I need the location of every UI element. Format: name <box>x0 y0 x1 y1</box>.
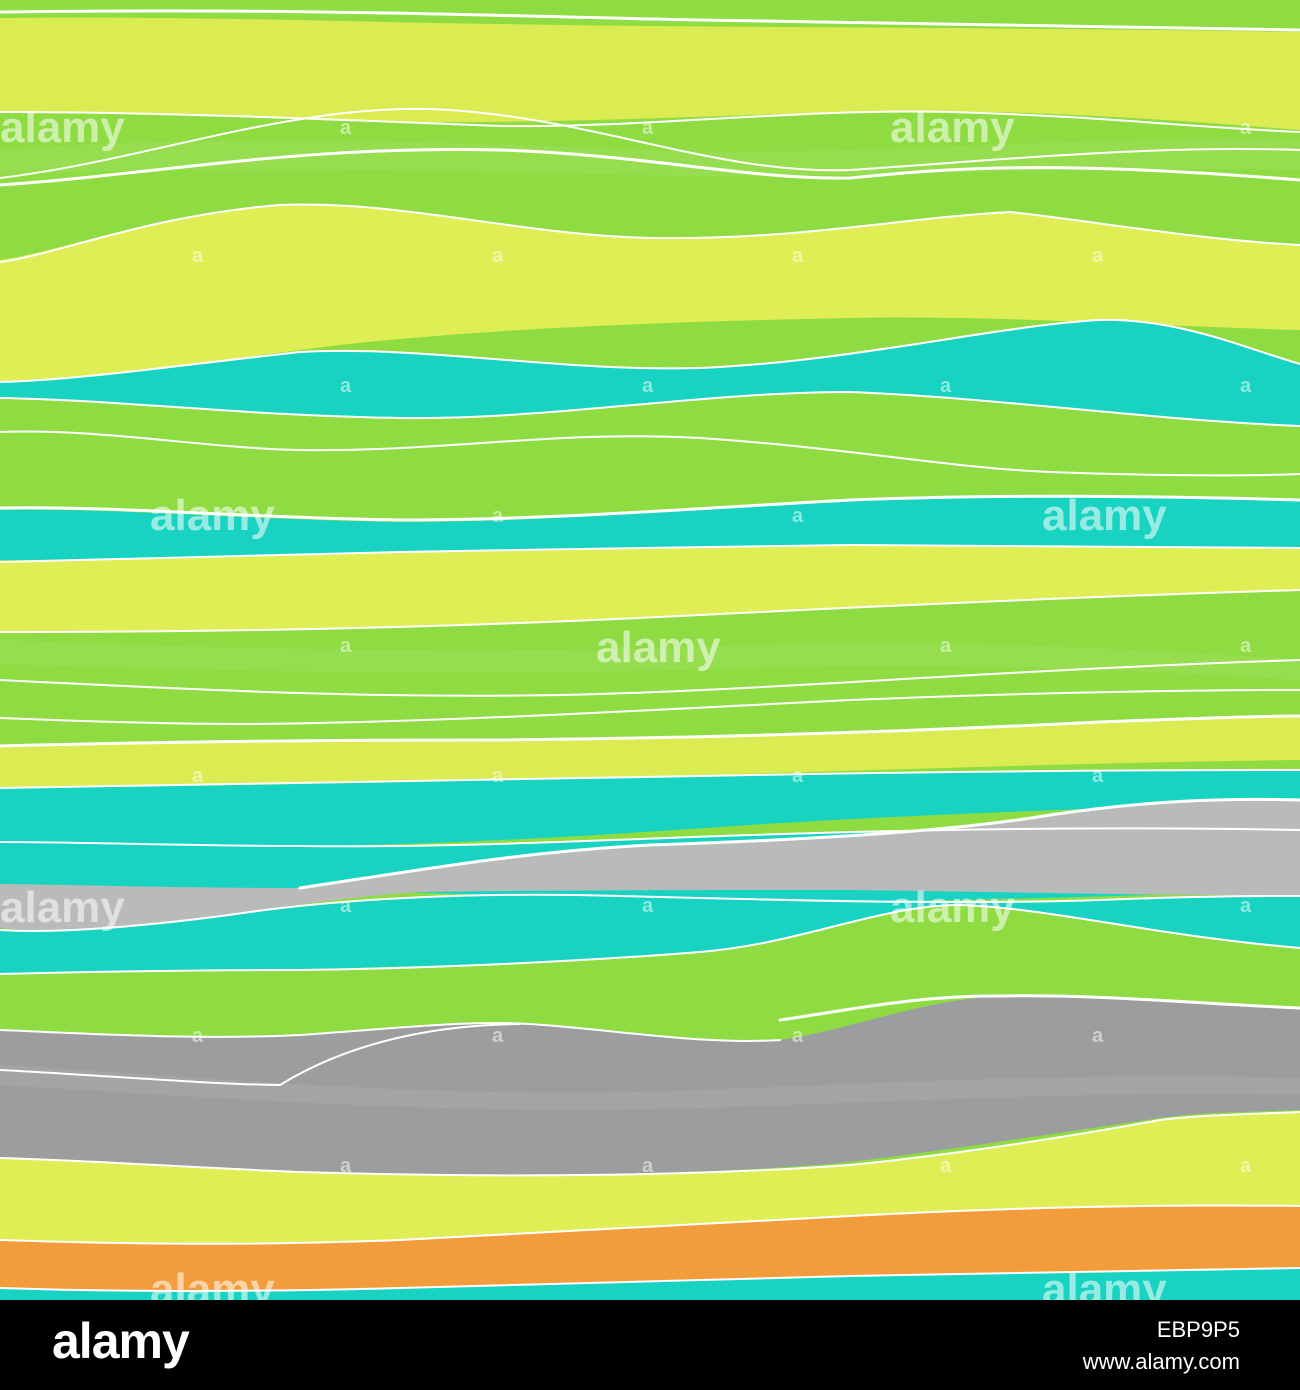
band-top-lime <box>0 0 1300 30</box>
image-id: EBP9P5 <box>1156 1317 1240 1342</box>
watermark-large: alamy <box>890 883 1015 932</box>
watermark-large: alamy <box>1042 491 1167 540</box>
watermark-large: alamy <box>150 1265 275 1300</box>
watermark-small: a <box>940 635 952 657</box>
line-11 <box>0 589 1300 633</box>
separator-lines <box>0 9 1300 1292</box>
line-13 <box>0 659 1300 697</box>
watermark-small: a <box>492 765 504 787</box>
watermark-small: a <box>940 375 952 397</box>
watermark-large: alamy <box>0 103 125 152</box>
line-01 <box>0 9 1300 32</box>
band-turquoise-4 <box>0 770 1300 846</box>
wave-stripes-svg: alamy alamy alamy alamy alamy alamy alam… <box>0 0 1300 1300</box>
watermark-small: a <box>1092 245 1104 267</box>
watermark-large: alamy <box>150 491 275 540</box>
watermark-small: a <box>1092 1025 1104 1047</box>
line-08 <box>0 390 1300 427</box>
line-14 <box>0 714 1300 748</box>
watermark-large: alamy <box>890 103 1015 152</box>
line-24 <box>0 1204 1300 1245</box>
line-10 <box>0 543 1300 563</box>
watermark-small: a <box>340 895 352 917</box>
watermark-large: alamy <box>0 883 125 932</box>
watermark-small: a <box>340 1155 352 1177</box>
watermark-large: alamy <box>1042 1265 1167 1300</box>
band-yellow-3 <box>0 545 1300 632</box>
watermark-small: a <box>1240 895 1252 917</box>
watermark-small: a <box>192 765 204 787</box>
line-03 <box>0 107 1300 179</box>
footer-logo: alamy <box>52 1313 190 1369</box>
band-light-gray <box>0 799 1300 932</box>
line-07 <box>0 430 1300 477</box>
band-turquoise-bottom <box>0 1268 1300 1300</box>
watermark-small: a <box>1092 765 1104 787</box>
watermark-small: a <box>940 1155 952 1177</box>
line-02 <box>0 110 1300 133</box>
overlay-sheen-3 <box>0 1065 1300 1110</box>
band-orange <box>0 1205 1300 1291</box>
line-17 <box>298 797 1300 890</box>
line-20 <box>778 994 1300 1022</box>
watermark-small: a <box>492 245 504 267</box>
line-12 <box>0 689 1300 726</box>
band-lime-3 <box>0 590 1300 724</box>
overlay-sheen-1 <box>0 139 1300 177</box>
watermark-small: a <box>492 505 504 527</box>
band-yellow-2 <box>0 204 1300 382</box>
line-16 <box>0 827 1300 848</box>
watermark-small: a <box>340 117 352 139</box>
watermark-small: a <box>642 117 654 139</box>
line-19 <box>0 903 1300 975</box>
watermark-large: alamy <box>596 623 721 672</box>
line-18 <box>0 893 1300 932</box>
watermark-small: a <box>792 505 804 527</box>
watermark-small: a <box>492 1025 504 1047</box>
line-22 <box>0 1023 521 1087</box>
line-06 <box>0 318 1300 383</box>
overlay-sheen-2 <box>0 640 1300 680</box>
line-05 <box>0 203 1300 263</box>
watermark-group: alamy alamy alamy alamy alamy alamy alam… <box>0 103 1252 1300</box>
watermark-small: a <box>792 1025 804 1047</box>
line-04 <box>0 147 1300 187</box>
line-25 <box>0 1267 1300 1292</box>
line-23 <box>0 1111 1300 1177</box>
band-lime-2 <box>0 431 1300 520</box>
band-mid-gray <box>0 995 1300 1176</box>
line-09 <box>0 494 1300 522</box>
watermark-small: a <box>192 1025 204 1047</box>
watermark-small: a <box>642 1155 654 1177</box>
watermark-small: a <box>1240 1155 1252 1177</box>
site-url: www.alamy.com <box>1082 1349 1240 1374</box>
watermark-small: a <box>340 635 352 657</box>
watermark-small: a <box>792 765 804 787</box>
band-turquoise-3 <box>0 496 1300 560</box>
watermark-small: a <box>1240 117 1252 139</box>
watermark-small: a <box>192 245 204 267</box>
wave-artwork: alamy alamy alamy alamy alamy alamy alam… <box>0 0 1300 1300</box>
line-21 <box>0 1021 781 1042</box>
watermark-small: a <box>340 375 352 397</box>
footer-bar: alamy EBP9P5 www.alamy.com <box>0 1300 1300 1390</box>
band-yellow-1 <box>0 17 1300 130</box>
watermark-small: a <box>642 375 654 397</box>
watermark-small: a <box>1240 635 1252 657</box>
band-yellow-4 <box>0 716 1300 788</box>
watermark-small: a <box>1240 375 1252 397</box>
watermark-small: a <box>642 895 654 917</box>
watermark-small: a <box>792 245 804 267</box>
